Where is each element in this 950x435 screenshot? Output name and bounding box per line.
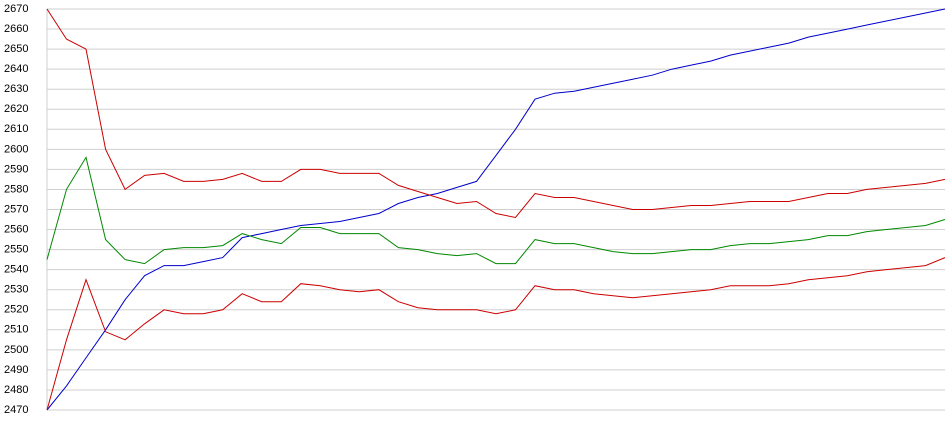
series-line bbox=[46, 156, 946, 265]
y-tick-label: 2650 bbox=[4, 43, 28, 55]
y-tick-label: 2610 bbox=[4, 123, 28, 135]
y-tick-label: 2550 bbox=[4, 244, 28, 256]
y-tick-label: 2570 bbox=[4, 203, 28, 215]
y-tick-label: 2520 bbox=[4, 304, 28, 316]
y-tick-label: 2640 bbox=[4, 63, 28, 75]
y-tick-label: 2620 bbox=[4, 103, 28, 115]
y-tick-label: 2490 bbox=[4, 364, 28, 376]
series-line bbox=[46, 257, 946, 411]
y-tick-label: 2500 bbox=[4, 344, 28, 356]
y-tick-label: 2630 bbox=[4, 83, 28, 95]
y-tick-label: 2480 bbox=[4, 384, 28, 396]
series-line bbox=[46, 8, 946, 411]
series-line bbox=[46, 8, 946, 219]
y-tick-label: 2510 bbox=[4, 324, 28, 336]
y-tick-label: 2600 bbox=[4, 143, 28, 155]
y-tick-label: 2580 bbox=[4, 183, 28, 195]
y-tick-label: 2530 bbox=[4, 284, 28, 296]
y-tick-label: 2470 bbox=[4, 404, 28, 416]
y-tick-label: 2540 bbox=[4, 264, 28, 276]
y-tick-label: 2590 bbox=[4, 163, 28, 175]
y-tick-label: 2670 bbox=[4, 3, 28, 15]
y-tick-label: 2660 bbox=[4, 23, 28, 35]
y-tick-label: 2560 bbox=[4, 223, 28, 235]
